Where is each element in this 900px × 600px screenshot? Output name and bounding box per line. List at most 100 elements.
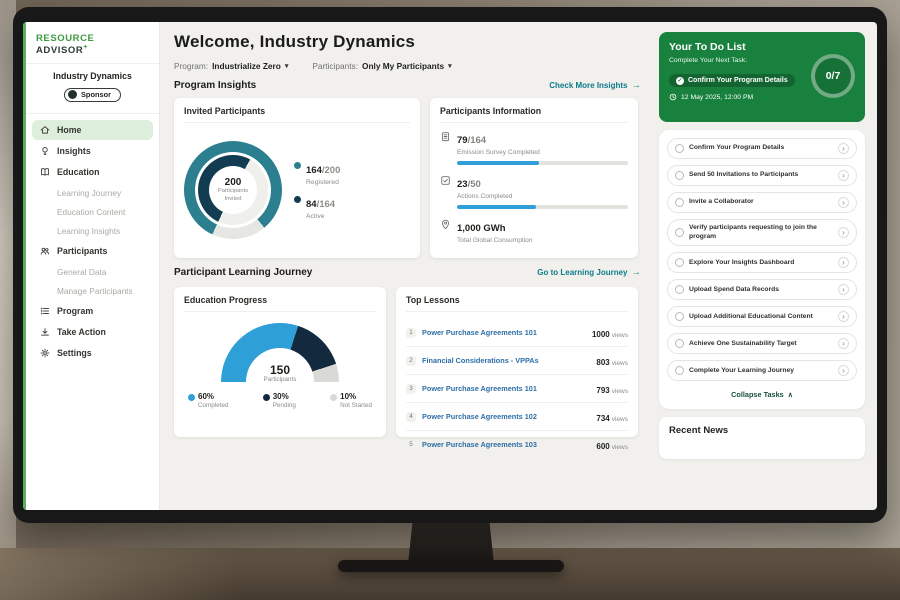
task-label: Verify participants requesting to join t… [689,224,817,240]
donut-center-value: 200 [224,177,242,189]
collapse-tasks-link[interactable]: Collapse Tasks ∧ [667,387,857,401]
sponsor-badge[interactable]: Sponsor [64,87,121,102]
lesson-link[interactable]: Power Purchase Agreements 101 [422,328,537,337]
arrow-right-icon: → [631,80,642,91]
task-item[interactable]: Send 50 Invitations to Participants › [667,165,857,186]
sidebar-item-program[interactable]: Program [32,301,153,321]
task-item[interactable]: Upload Spend Data Records › [667,279,857,301]
monitor-frame: RESOURCE ADVISOR+ Industry Dynamics Spon… [13,7,887,523]
sidebar-item-take-action[interactable]: Take Action [32,322,153,342]
task-checkbox[interactable] [675,171,684,180]
stat-label: Emission Survey Completed [457,149,540,156]
task-label: Achieve One Sustainability Target [689,339,797,347]
task-due-row: 12 May 2025, 12:00 PM [669,93,855,101]
chevron-right-icon[interactable]: › [838,227,849,239]
sidebar-item-education-content[interactable]: Education Content [57,206,126,217]
download-icon [41,328,49,336]
chevron-right-icon[interactable]: › [838,338,849,350]
task-item[interactable]: Explore Your Insights Dashboard › [667,252,857,274]
task-item[interactable]: Verify participants requesting to join t… [667,219,857,247]
task-label: Complete Your Learning Journey [689,366,794,374]
task-checkbox[interactable] [675,258,684,268]
link-label: Go to Learning Journey [537,268,628,277]
lesson-rank: 3 [406,383,416,394]
section-title: Participant Learning Journey [174,267,313,278]
program-insights-header: Program Insights Check More Insights → [174,80,641,91]
section-title: Program Insights [174,80,257,91]
task-item[interactable]: Invite a Collaborator › [667,192,857,213]
sidebar-item-general-data[interactable]: General Data [57,266,107,277]
sidebar-item-learning-insights[interactable]: Learning Insights [57,225,121,236]
task-checkbox[interactable] [675,198,684,207]
invited-legend: 164/200 Registered 84/164 Active [294,152,340,228]
lesson-link[interactable]: Power Purchase Agreements 102 [422,412,537,421]
lesson-link[interactable]: Power Purchase Agreements 101 [422,384,537,393]
stat-value: 1,000 [457,223,481,234]
task-checkbox[interactable] [675,228,684,238]
sidebar-item-label: Insights [57,146,91,157]
chevron-down-icon: ▾ [448,63,452,70]
lesson-link[interactable]: Financial Considerations - VPPAs [422,356,539,365]
task-item[interactable]: Upload Additional Educational Content › [667,306,857,328]
card-title: Education Progress [184,295,376,312]
check-more-insights-link[interactable]: Check More Insights → [549,80,641,91]
chevron-right-icon[interactable]: › [838,143,849,154]
sidebar-item-settings[interactable]: Settings [32,343,153,363]
chevron-right-icon[interactable]: › [838,257,849,269]
location-pin-icon [442,219,449,230]
lesson-rank: 5 [406,439,416,450]
chevron-right-icon[interactable]: › [838,365,849,377]
gauge-center-label: Participants [263,376,297,383]
sidebar-item-manage-participants[interactable]: Manage Participants [57,285,133,296]
lesson-rank: 4 [406,411,416,422]
org-block: Industry Dynamics Sponsor [26,64,159,115]
legend-item-not-started: 10% Not Started [330,392,372,409]
task-checkbox[interactable] [675,339,684,349]
participants-information-card: Participants Information 79/164 Emission… [430,98,638,258]
brand-primary: RESOURCE [36,33,95,44]
sidebar-item-education[interactable]: Education [32,162,153,182]
program-filter-select[interactable]: Industrialize Zero ▾ [212,61,288,71]
task-checkbox[interactable] [675,312,684,322]
task-checkbox[interactable] [675,144,684,153]
stat-value: 79 [457,135,468,146]
app-logo: RESOURCE ADVISOR+ [26,30,159,65]
brand-plus: + [83,44,88,51]
sidebar-item-participants[interactable]: Participants [32,241,153,261]
stat-total: /164 [467,135,487,146]
task-item[interactable]: Complete Your Learning Journey › [667,360,857,382]
chevron-right-icon[interactable]: › [838,284,849,296]
invited-donut-chart: 200 Participants Invited [184,141,282,239]
journey-cards-row: Education Progress 150 Participants 60% … [174,285,641,451]
task-item[interactable]: Confirm Your Program Details › [667,138,857,159]
stat-total: /50 [467,179,481,190]
link-label: Check More Insights [549,81,628,90]
lesson-link[interactable]: Power Purchase Agreements 103 [422,440,537,449]
participants-filter-select[interactable]: Only My Participants ▾ [362,61,452,71]
task-checkbox[interactable] [675,285,684,295]
chevron-right-icon[interactable]: › [838,197,849,208]
legend-item-active: 84/164 Active [294,194,340,220]
sidebar-item-home[interactable]: Home [32,120,153,141]
task-checkbox[interactable] [675,366,684,376]
progress-bar-fill [457,205,536,209]
legend-dot [294,196,301,203]
desk-highlight [0,548,240,600]
legend-dot [330,394,338,401]
chevron-right-icon[interactable]: › [838,311,849,323]
clipboard-icon [441,132,450,142]
sidebar-item-learning-journey[interactable]: Learning Journey [57,187,122,198]
next-task-chip[interactable]: ✓ Confirm Your Program Details [669,74,795,87]
task-label: Confirm Your Program Details [689,144,785,152]
stat-value: 23 [457,179,468,190]
sidebar-item-insights[interactable]: Insights [32,141,153,161]
chevron-down-icon: ▾ [284,63,289,70]
donut-center-label: Participants Invited [217,188,249,202]
lesson-row: 3 Power Purchase Agreements 101 793 views [406,375,628,403]
task-item[interactable]: Achieve One Sustainability Target › [667,333,857,355]
education-gauge-chart: 150 Participants [221,323,339,383]
chevron-right-icon[interactable]: › [838,170,849,181]
go-to-learning-journey-link[interactable]: Go to Learning Journey → [537,267,641,278]
legend-dot [262,394,270,401]
monitor-stand-neck [408,516,494,564]
